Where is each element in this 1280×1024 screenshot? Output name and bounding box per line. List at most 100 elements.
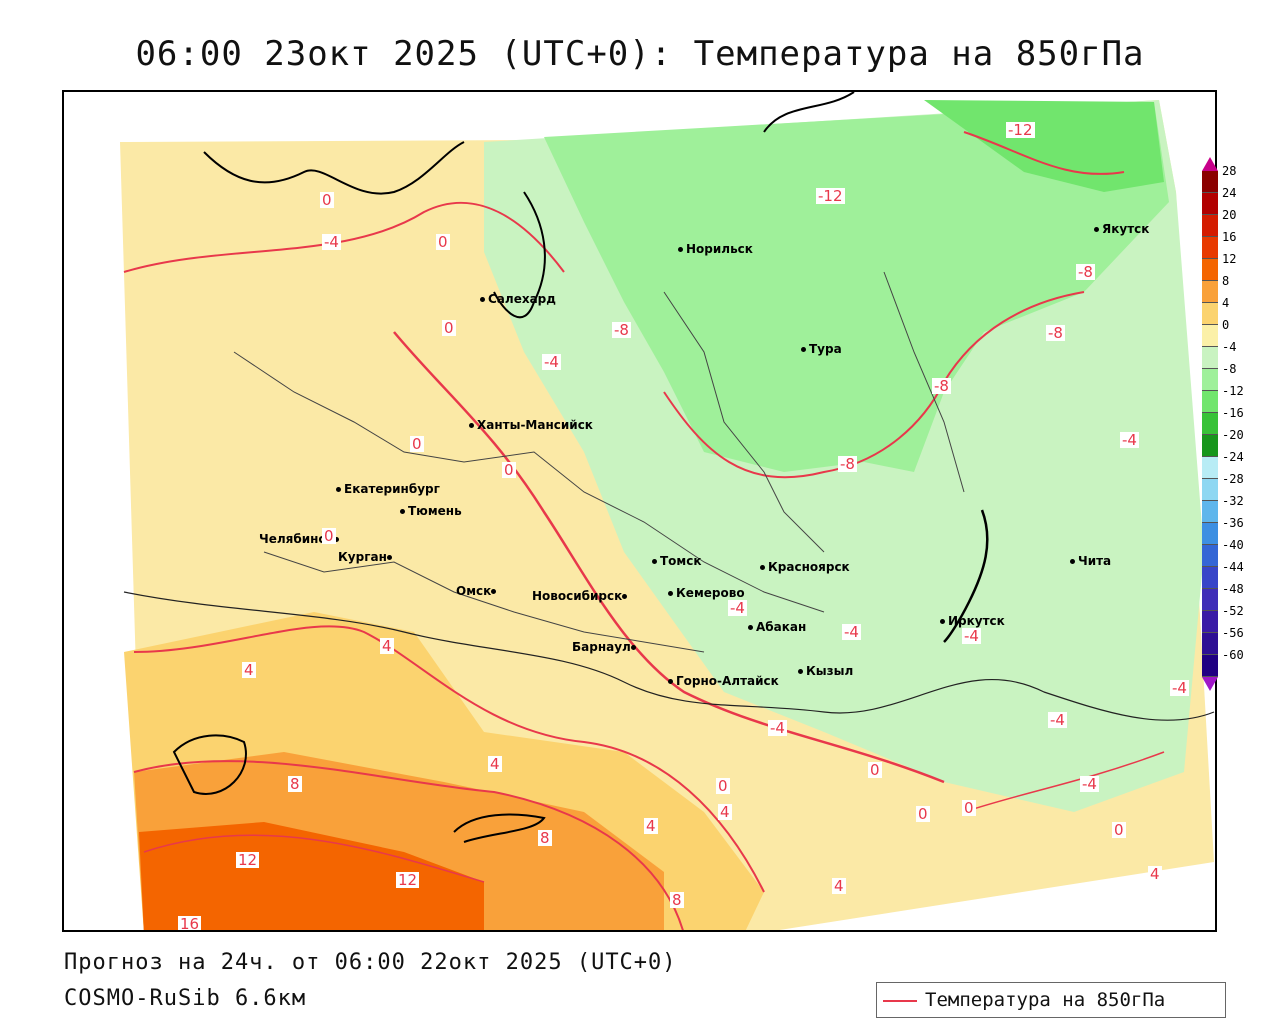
- contour-label: -8: [612, 321, 631, 339]
- colorbar-segment: [1202, 193, 1218, 215]
- colorbar-segment: [1202, 325, 1218, 347]
- colorbar-tick-label: 20: [1222, 208, 1237, 222]
- contour-label: 4: [718, 803, 732, 821]
- city-dot-icon: [678, 247, 683, 252]
- colorbar: [1202, 171, 1218, 677]
- legend-line-swatch: [883, 1000, 917, 1002]
- contour-line: [393, 331, 945, 784]
- contour-label: -4: [728, 599, 747, 617]
- map-area: Норильск Якутск Салехард Тура Ханты-Манс…: [62, 90, 1217, 932]
- contour-label: 12: [396, 871, 420, 889]
- city-label: Салехард: [480, 292, 556, 306]
- city-dot-icon: [940, 619, 945, 624]
- colorbar-segment: [1202, 215, 1218, 237]
- city-dot-icon: [630, 645, 636, 650]
- city-label: Екатеринбург: [336, 482, 440, 496]
- city-label: Ханты-Мансийск: [469, 418, 593, 432]
- aral-coast: [453, 813, 546, 843]
- city-dot-icon: [480, 297, 485, 302]
- cold-field-minus12: [924, 100, 1164, 192]
- city-label: Норильск: [678, 242, 753, 256]
- colorbar-segment: [1202, 413, 1218, 435]
- contour-label: 8: [670, 891, 684, 909]
- contour-line: [963, 131, 1125, 175]
- contour-label: -12: [816, 187, 845, 205]
- cold-field-minus8: [544, 102, 1169, 472]
- colorbar-segment: [1202, 545, 1218, 567]
- contour-line: [963, 751, 1165, 813]
- contour-line: [133, 760, 684, 930]
- colorbar-segment: [1202, 369, 1218, 391]
- city-label: Курган: [338, 550, 395, 564]
- colorbar-segment: [1202, 347, 1218, 369]
- colorbar-tick-label: -32: [1222, 494, 1244, 508]
- contour-label: -8: [932, 377, 951, 395]
- contour-label: -12: [1006, 121, 1035, 139]
- city-label: Тюмень: [400, 504, 462, 518]
- region-border: [663, 291, 825, 553]
- city-label: Челябинск: [259, 532, 342, 546]
- contour-label: 8: [538, 829, 552, 847]
- city-label: Тура: [801, 342, 842, 356]
- colorbar-segment: [1202, 611, 1218, 633]
- city-dot-icon: [622, 594, 628, 599]
- colorbar-segment: [1202, 479, 1218, 501]
- city-label: Абакан: [748, 620, 806, 634]
- colorbar-bottom-arrow-icon: [1202, 677, 1218, 691]
- city-label: Якутск: [1094, 222, 1149, 236]
- contour-label: 0: [436, 233, 450, 251]
- contour-line: [133, 625, 765, 893]
- contour-label: 4: [242, 661, 256, 679]
- colorbar-segment: [1202, 259, 1218, 281]
- city-label: Томск: [652, 554, 702, 568]
- colorbar-tick-label: -8: [1222, 362, 1237, 376]
- colorbar-segment: [1202, 457, 1218, 479]
- coastline: [493, 191, 546, 319]
- contour-label: 0: [410, 435, 424, 453]
- contour-label: 4: [644, 817, 658, 835]
- contour-label: -4: [322, 233, 341, 251]
- colorbar-tick-label: -4: [1222, 340, 1237, 354]
- colorbar-segment: [1202, 501, 1218, 523]
- colorbar-segment: [1202, 633, 1218, 655]
- colorbar-tick-label: -16: [1222, 406, 1244, 420]
- city-dot-icon: [491, 589, 497, 594]
- forecast-info: Прогноз на 24ч. от 06:00 22окт 2025 (UTC…: [64, 950, 677, 975]
- colorbar-tick-label: -48: [1222, 582, 1244, 596]
- city-label: Горно-Алтайск: [668, 674, 779, 688]
- city-label: Барнаул: [572, 640, 639, 654]
- contour-label: 4: [488, 755, 502, 773]
- warm-field-12: [139, 822, 484, 930]
- colorbar-tick-label: 12: [1222, 252, 1237, 266]
- city-label: Новосибирск: [532, 589, 630, 603]
- contour-label: 0: [868, 761, 882, 779]
- city-dot-icon: [469, 423, 474, 428]
- caspian-coast: [172, 734, 247, 795]
- contour-label: 0: [1112, 821, 1126, 839]
- colorbar-tick-label: -60: [1222, 648, 1244, 662]
- city-label: Чита: [1070, 554, 1111, 568]
- contour-label: -4: [842, 623, 861, 641]
- colorbar-segment: [1202, 237, 1218, 259]
- map-legend: Температура на 850гПа: [876, 982, 1226, 1018]
- temperature-map: [120, 92, 1215, 930]
- colorbar-top-arrow-icon: [1202, 157, 1218, 171]
- colorbar-tick-label: -20: [1222, 428, 1244, 442]
- contour-label: 0: [962, 799, 976, 817]
- colorbar-segment: [1202, 281, 1218, 303]
- colorbar-segment: [1202, 435, 1218, 457]
- colorbar-tick-label: -56: [1222, 626, 1244, 640]
- city-label: Красноярск: [760, 560, 850, 574]
- contour-line: [143, 834, 485, 883]
- city-dot-icon: [748, 625, 753, 630]
- contour-label: 8: [288, 775, 302, 793]
- region-border: [263, 551, 705, 653]
- city-dot-icon: [1070, 559, 1075, 564]
- city-dot-icon: [652, 559, 657, 564]
- contour-line: [663, 291, 1085, 479]
- city-dot-icon: [1094, 227, 1099, 232]
- model-name: COSMO-RuSib 6.6км: [64, 986, 307, 1011]
- contour-line: [123, 201, 565, 273]
- city-dot-icon: [801, 347, 806, 352]
- contour-label: -8: [838, 455, 857, 473]
